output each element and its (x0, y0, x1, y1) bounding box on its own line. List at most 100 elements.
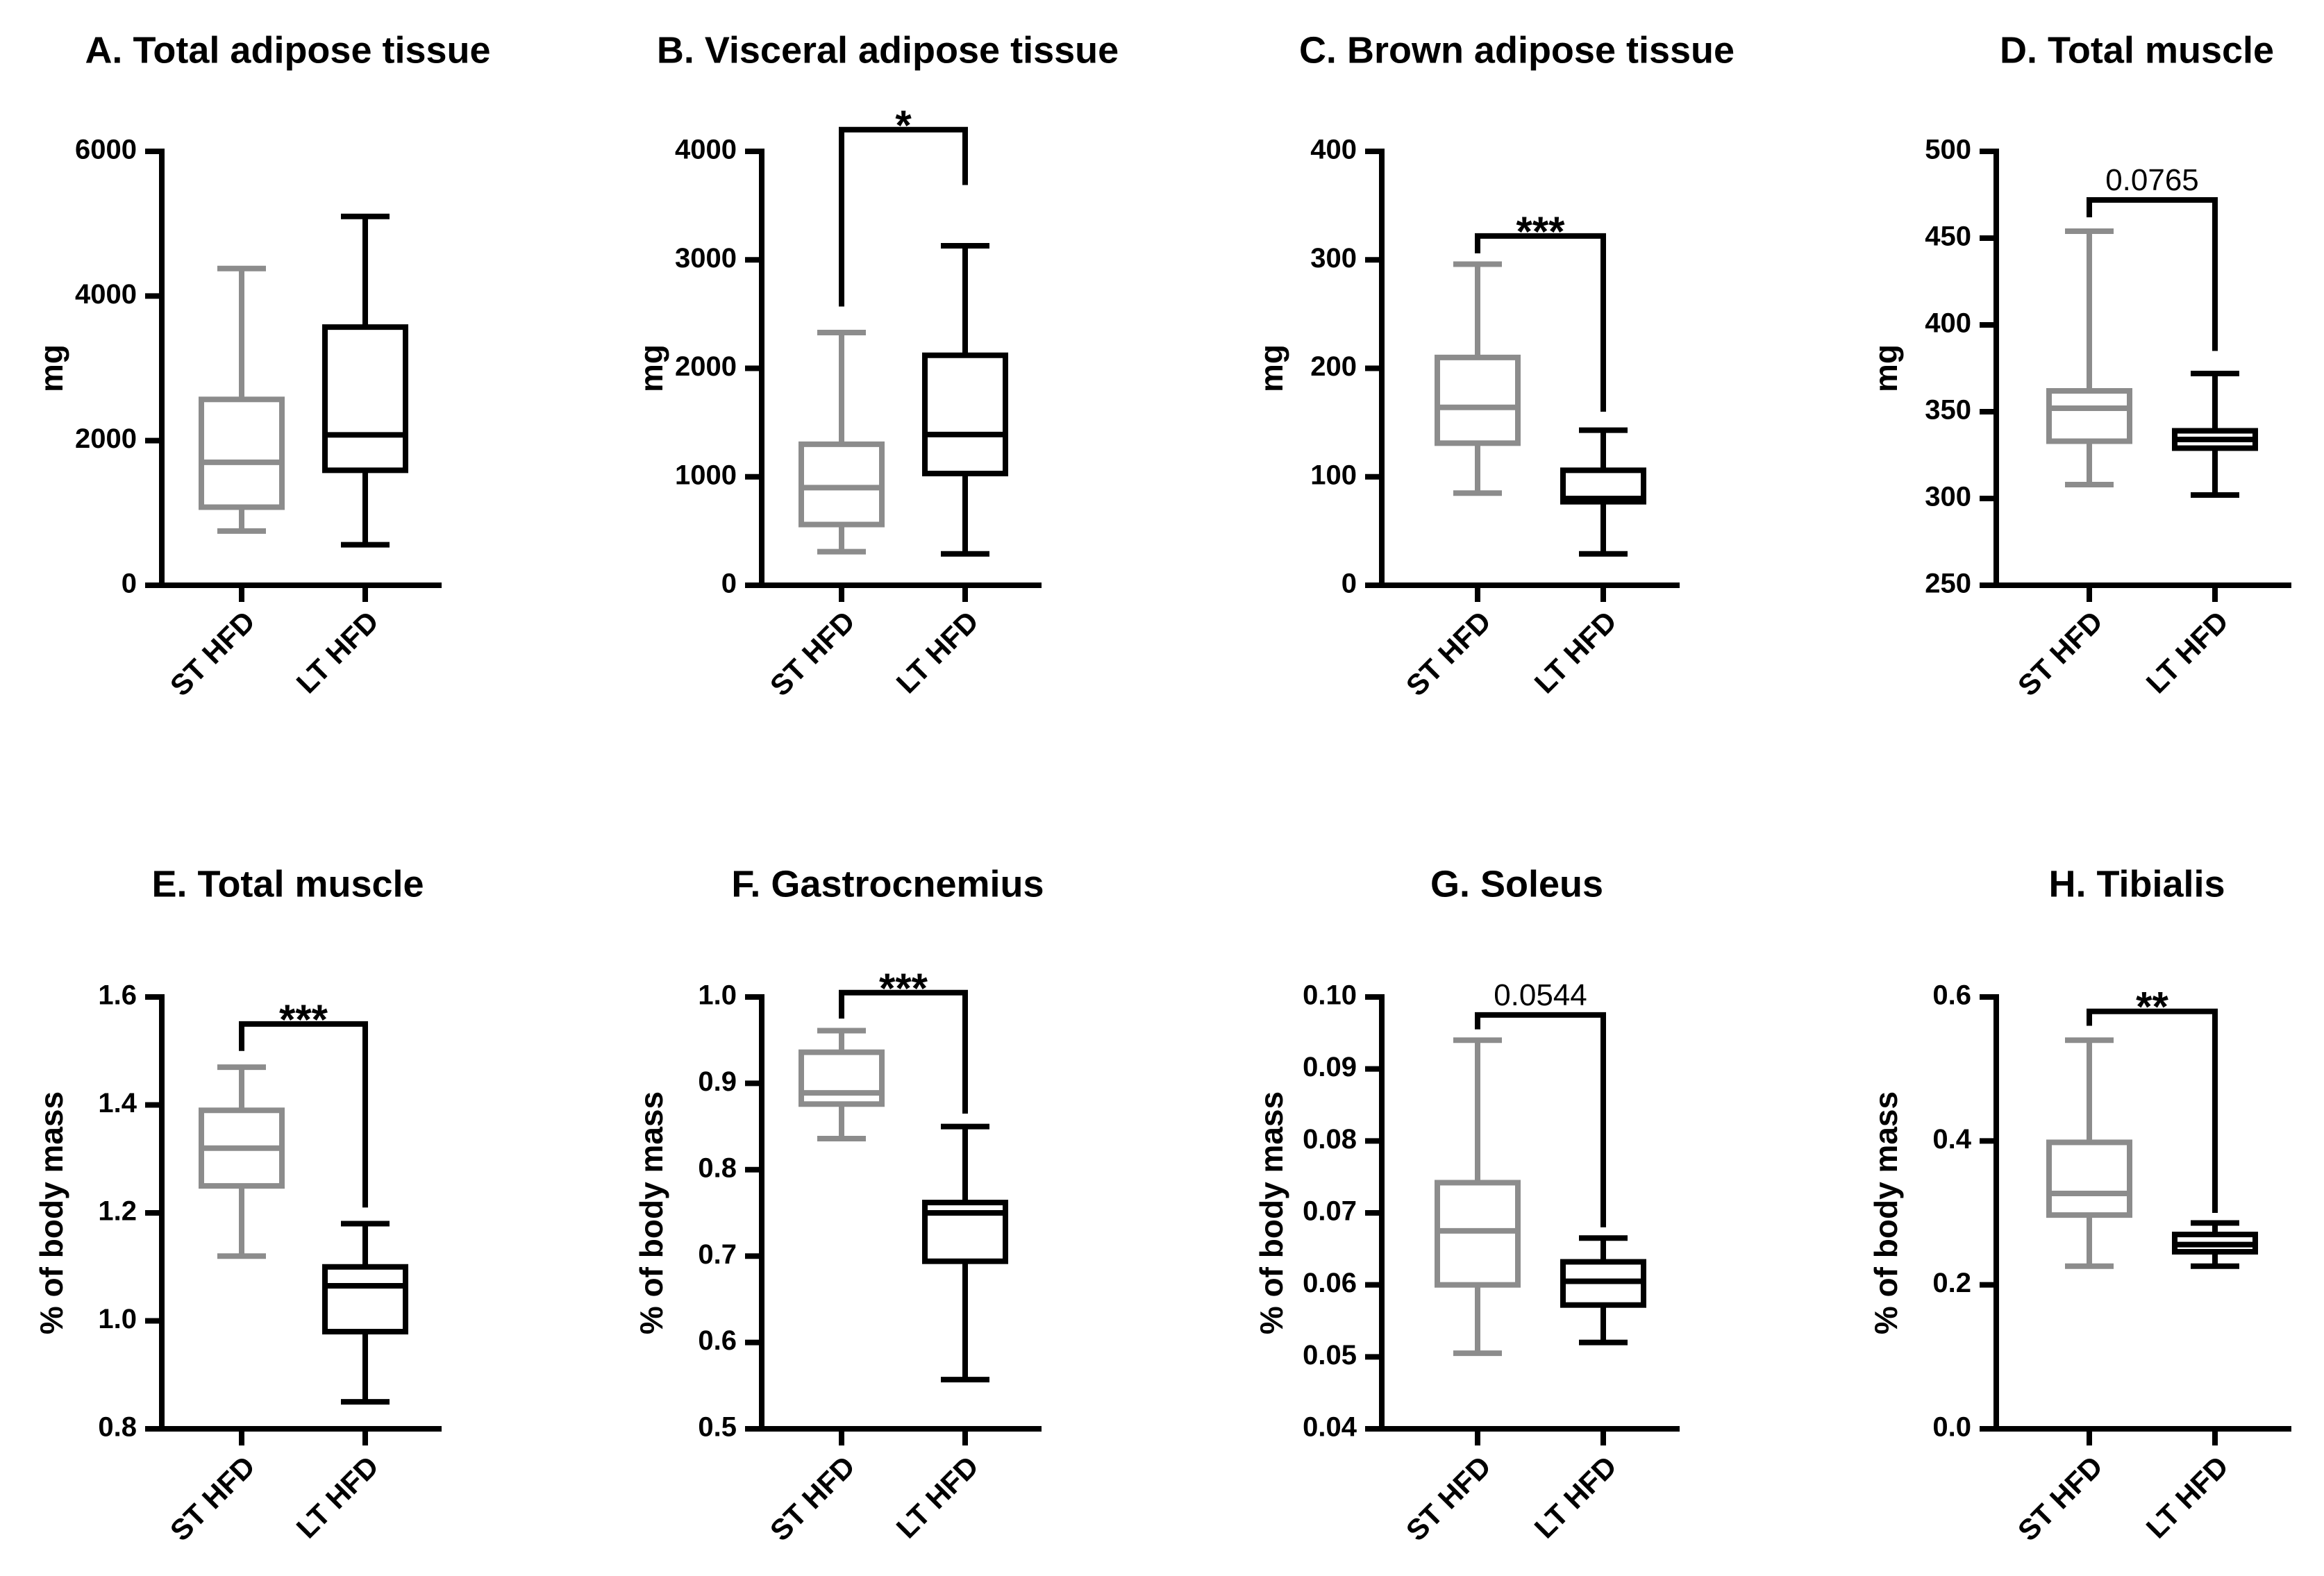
y-axis-label: % of body mass (633, 1091, 669, 1334)
box-lt-hfd (322, 1221, 408, 1405)
y-tick-label: 0.7 (698, 1239, 737, 1270)
panel-8: H. Tibialis % of body mass 0.0 0.2 0.4 0.6 ST … (1868, 863, 2291, 1547)
x-category-label: ST HFD (764, 1450, 861, 1547)
significance-label: ** (2136, 984, 2168, 1030)
x-category-label: ST HFD (164, 1450, 261, 1547)
panel-3: C. Brown adipose tissue mg 0 100 200 300 400 ST… (1253, 29, 1734, 702)
x-category-label: ST HFD (2012, 1450, 2109, 1547)
y-tick-label: 0.8 (98, 1412, 137, 1443)
box-st-hfd (1435, 261, 1521, 496)
box-lt-hfd (2172, 371, 2258, 498)
y-tick-label: 2000 (675, 351, 737, 382)
panel-5: E. Total muscle % of body mass 0.8 1.0 1.2 1.… (33, 863, 442, 1547)
panel-title: F. Gastrocnemius (731, 863, 1044, 905)
iqr-box (199, 396, 285, 510)
box-st-hfd (799, 329, 885, 555)
significance-label: * (895, 102, 912, 149)
significance-bracket: 0.0765 (2087, 163, 2218, 351)
panel-title: C. Brown adipose tissue (1299, 29, 1734, 71)
iqr-box (2046, 1139, 2132, 1218)
y-tick-label: 300 (1310, 243, 1357, 274)
iqr-box (1435, 1180, 1521, 1288)
y-tick-label: 0.07 (1303, 1196, 1357, 1227)
box-lt-hfd (922, 242, 1008, 557)
y-tick-label: 6000 (75, 135, 137, 165)
panel-title: G. Soleus (1430, 863, 1603, 905)
box-st-hfd (199, 265, 285, 534)
panel-2: B. Visceral adipose tissue mg 0 1000 2000 300… (633, 29, 1119, 702)
significance-label: *** (279, 996, 328, 1043)
x-category-label: LT HFD (890, 605, 985, 700)
iqr-box (922, 352, 1008, 477)
significance-label: *** (879, 965, 928, 1012)
y-tick-label: 0 (1341, 569, 1357, 599)
box-lt-hfd (2172, 1220, 2258, 1269)
x-category-label: LT HFD (890, 1450, 985, 1545)
significance-bracket: ** (2087, 984, 2218, 1213)
x-category-label: ST HFD (1400, 1450, 1497, 1547)
y-tick-label: 0.04 (1303, 1412, 1357, 1443)
x-category-label: LT HFD (1528, 1450, 1623, 1545)
significance-line (839, 126, 968, 307)
y-tick-label: 350 (1925, 395, 1971, 426)
panel-7: G. Soleus % of body mass 0.04 0.05 0.06 0.07 0… (1253, 863, 1680, 1547)
x-category-label: LT HFD (2140, 605, 2235, 700)
y-tick-label: 0.06 (1303, 1268, 1357, 1298)
significance-line (839, 989, 968, 1114)
significance-bracket: *** (239, 996, 368, 1208)
panel-title: E. Total muscle (151, 863, 424, 905)
y-tick-label: 3000 (675, 243, 737, 274)
panel-title: H. Tibialis (2048, 863, 2225, 905)
y-axis-label: mg (1868, 344, 1904, 392)
panel-1: A. Total adipose tissue mg 0 2000 4000 6000 ST… (33, 29, 490, 702)
x-category-label: LT HFD (2140, 1450, 2235, 1545)
significance-label: *** (1516, 208, 1565, 255)
y-axis-label: mg (33, 344, 69, 392)
x-category-label: LT HFD (290, 1450, 385, 1545)
significance-line (239, 1021, 368, 1208)
box-st-hfd (199, 1064, 285, 1259)
panel-4: D. Total muscle mg 250 300 350 400 450 500 ST HF… (1868, 29, 2291, 702)
y-axis-label: mg (1253, 344, 1289, 392)
iqr-box (322, 1264, 408, 1335)
significance-bracket: *** (1475, 208, 1606, 412)
y-tick-label: 0.9 (698, 1066, 737, 1097)
x-category-label: ST HFD (1400, 605, 1497, 702)
y-tick-label: 0.5 (698, 1412, 737, 1443)
y-tick-label: 0.8 (698, 1152, 737, 1183)
iqr-box (1435, 354, 1521, 446)
box-st-hfd (1435, 1037, 1521, 1357)
y-tick-label: 0.05 (1303, 1340, 1357, 1370)
y-tick-label: 2000 (75, 424, 137, 454)
box-st-hfd (2046, 228, 2132, 487)
significance-line (1475, 233, 1606, 412)
y-axis-label: mg (633, 344, 669, 392)
iqr-box (799, 441, 885, 528)
x-category-label: ST HFD (2012, 605, 2109, 702)
panel-6: F. Gastrocnemius % of body mass 0.5 0.6 0.7 0… (633, 863, 1044, 1547)
y-tick-label: 0.4 (1932, 1124, 1971, 1155)
y-tick-label: 400 (1925, 308, 1971, 339)
box-lt-hfd (1560, 1235, 1646, 1346)
box-st-hfd (2046, 1037, 2132, 1269)
significance-line (2087, 1008, 2218, 1213)
box-lt-hfd (322, 213, 408, 548)
significance-bracket: 0.0544 (1475, 978, 1606, 1227)
x-category-label: ST HFD (764, 605, 861, 702)
panel-title: B. Visceral adipose tissue (657, 29, 1119, 71)
y-tick-label: 450 (1925, 221, 1971, 252)
y-tick-label: 1.6 (98, 980, 137, 1011)
y-tick-label: 1.0 (98, 1304, 137, 1334)
panel-title: D. Total muscle (2000, 29, 2274, 71)
y-axis-label: % of body mass (1868, 1091, 1904, 1334)
panel-title: A. Total adipose tissue (85, 29, 490, 71)
y-tick-label: 1.2 (98, 1196, 137, 1227)
box-lt-hfd (922, 1123, 1008, 1383)
y-tick-label: 400 (1310, 135, 1357, 165)
y-tick-label: 0.6 (1932, 980, 1971, 1011)
y-tick-label: 0.2 (1932, 1268, 1971, 1298)
y-tick-label: 200 (1310, 351, 1357, 382)
y-tick-label: 500 (1925, 135, 1971, 165)
x-category-label: ST HFD (164, 605, 261, 702)
y-tick-label: 0.08 (1303, 1124, 1357, 1155)
